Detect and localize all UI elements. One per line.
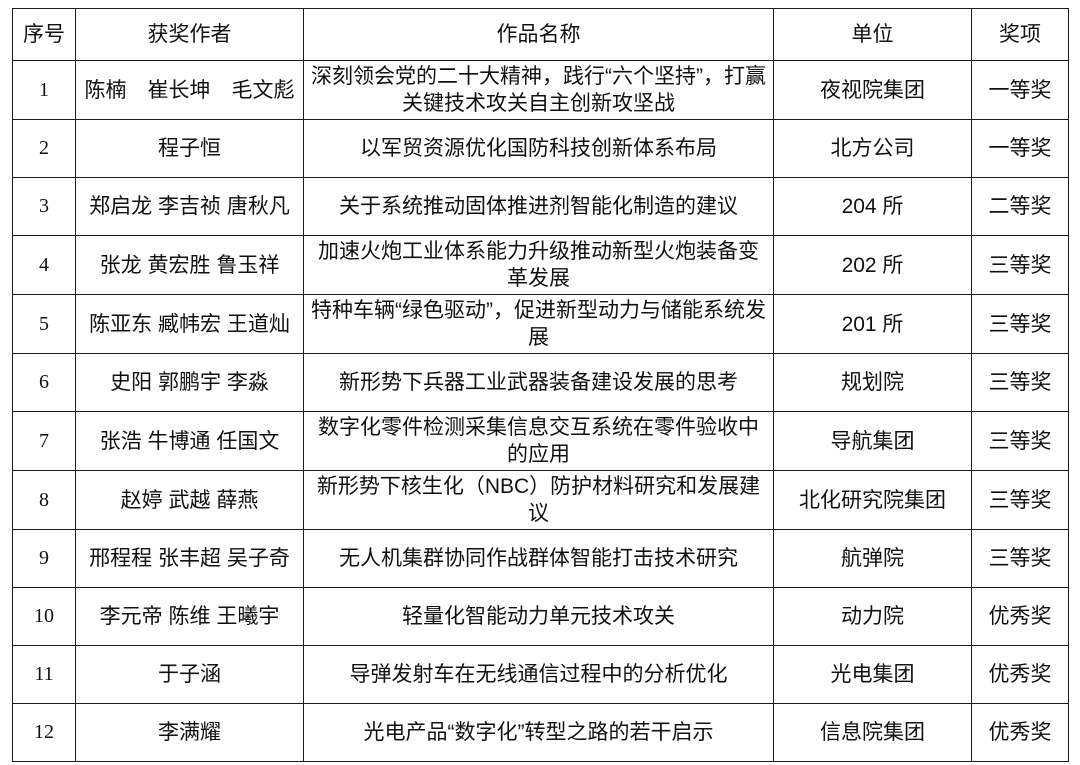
table-row: 1 陈楠 崔长坤 毛文彪 深刻领会党的二十大精神，践行“六个坚持”，打赢关键技术… — [12, 60, 1069, 120]
cell-award: 优秀奖 — [971, 645, 1069, 704]
cell-title: 深刻领会党的二十大精神，践行“六个坚持”，打赢关键技术攻关自主创新攻坚战 — [303, 60, 774, 120]
header-cell-unit: 单位 — [773, 8, 972, 61]
cell-title: 无人机集群协同作战群体智能打击技术研究 — [303, 529, 774, 588]
cell-title: 导弹发射车在无线通信过程中的分析优化 — [303, 645, 774, 704]
cell-title: 加速火炮工业体系能力升级推动新型火炮装备变革发展 — [303, 235, 774, 295]
cell-unit: 夜视院集团 — [773, 60, 972, 120]
cell-index: 12 — [12, 703, 76, 762]
cell-title: 数字化零件检测采集信息交互系统在零件验收中的应用 — [303, 411, 774, 471]
cell-authors: 邢程程 张丰超 吴子奇 — [75, 529, 304, 588]
cell-unit: 动力院 — [773, 587, 972, 646]
cell-title: 特种车辆“绿色驱动”，促进新型动力与储能系统发展 — [303, 294, 774, 354]
cell-authors: 李元帝 陈维 王曦宇 — [75, 587, 304, 646]
table-body: 1 陈楠 崔长坤 毛文彪 深刻领会党的二十大精神，践行“六个坚持”，打赢关键技术… — [12, 60, 1069, 762]
cell-index: 1 — [12, 60, 76, 120]
cell-award: 三等奖 — [971, 353, 1069, 412]
cell-award: 优秀奖 — [971, 703, 1069, 762]
cell-award: 三等奖 — [971, 235, 1069, 295]
cell-title: 新形势下兵器工业武器装备建设发展的思考 — [303, 353, 774, 412]
cell-unit: 北方公司 — [773, 119, 972, 178]
table-row: 2 程子恒 以军贸资源优化国防科技创新体系布局 北方公司 一等奖 — [12, 119, 1069, 178]
cell-award: 三等奖 — [971, 411, 1069, 471]
cell-unit: 202 所 — [773, 235, 972, 295]
cell-index: 3 — [12, 177, 76, 236]
awards-table: 序号 获奖作者 作品名称 单位 奖项 1 陈楠 崔长坤 毛文彪 深刻领会党的二十… — [12, 8, 1069, 762]
table-row: 11 于子涵 导弹发射车在无线通信过程中的分析优化 光电集团 优秀奖 — [12, 645, 1069, 704]
cell-award: 一等奖 — [971, 60, 1069, 120]
cell-award: 三等奖 — [971, 529, 1069, 588]
cell-unit: 航弹院 — [773, 529, 972, 588]
header-cell-authors: 获奖作者 — [75, 8, 304, 61]
cell-index: 9 — [12, 529, 76, 588]
cell-title: 以军贸资源优化国防科技创新体系布局 — [303, 119, 774, 178]
table-row: 7 张浩 牛博通 任国文 数字化零件检测采集信息交互系统在零件验收中的应用 导航… — [12, 411, 1069, 471]
cell-unit: 201 所 — [773, 294, 972, 354]
table-header: 序号 获奖作者 作品名称 单位 奖项 — [12, 8, 1069, 61]
cell-index: 11 — [12, 645, 76, 704]
cell-unit: 光电集团 — [773, 645, 972, 704]
cell-index: 7 — [12, 411, 76, 471]
cell-unit: 204 所 — [773, 177, 972, 236]
cell-unit: 信息院集团 — [773, 703, 972, 762]
cell-authors: 李满耀 — [75, 703, 304, 762]
cell-award: 二等奖 — [971, 177, 1069, 236]
cell-index: 10 — [12, 587, 76, 646]
table-row: 12 李满耀 光电产品“数字化”转型之路的若干启示 信息院集团 优秀奖 — [12, 703, 1069, 762]
cell-index: 6 — [12, 353, 76, 412]
cell-unit: 北化研究院集团 — [773, 470, 972, 530]
table-row: 3 郑启龙 李吉祯 唐秋凡 关于系统推动固体推进剂智能化制造的建议 204 所 … — [12, 177, 1069, 236]
cell-award: 一等奖 — [971, 119, 1069, 178]
cell-award: 三等奖 — [971, 470, 1069, 530]
cell-title: 关于系统推动固体推进剂智能化制造的建议 — [303, 177, 774, 236]
cell-index: 2 — [12, 119, 76, 178]
cell-award: 三等奖 — [971, 294, 1069, 354]
table-row: 9 邢程程 张丰超 吴子奇 无人机集群协同作战群体智能打击技术研究 航弹院 三等… — [12, 529, 1069, 588]
cell-award: 优秀奖 — [971, 587, 1069, 646]
table-row: 4 张龙 黄宏胜 鲁玉祥 加速火炮工业体系能力升级推动新型火炮装备变革发展 20… — [12, 235, 1069, 295]
cell-authors: 张浩 牛博通 任国文 — [75, 411, 304, 471]
cell-authors: 史阳 郭鹏宇 李淼 — [75, 353, 304, 412]
cell-title: 新形势下核生化（NBC）防护材料研究和发展建议 — [303, 470, 774, 530]
cell-title: 轻量化智能动力单元技术攻关 — [303, 587, 774, 646]
cell-index: 5 — [12, 294, 76, 354]
cell-unit: 导航集团 — [773, 411, 972, 471]
cell-authors: 郑启龙 李吉祯 唐秋凡 — [75, 177, 304, 236]
header-cell-title: 作品名称 — [303, 8, 774, 61]
cell-authors: 陈亚东 臧帏宏 王道灿 — [75, 294, 304, 354]
cell-authors: 程子恒 — [75, 119, 304, 178]
cell-authors: 于子涵 — [75, 645, 304, 704]
header-cell-award: 奖项 — [971, 8, 1069, 61]
table-row: 6 史阳 郭鹏宇 李淼 新形势下兵器工业武器装备建设发展的思考 规划院 三等奖 — [12, 353, 1069, 412]
table-row: 8 赵婷 武越 薛燕 新形势下核生化（NBC）防护材料研究和发展建议 北化研究院… — [12, 470, 1069, 530]
header-cell-index: 序号 — [12, 8, 76, 61]
table-row: 10 李元帝 陈维 王曦宇 轻量化智能动力单元技术攻关 动力院 优秀奖 — [12, 587, 1069, 646]
cell-unit: 规划院 — [773, 353, 972, 412]
header-row: 序号 获奖作者 作品名称 单位 奖项 — [12, 8, 1069, 61]
cell-index: 8 — [12, 470, 76, 530]
cell-authors: 赵婷 武越 薛燕 — [75, 470, 304, 530]
cell-title: 光电产品“数字化”转型之路的若干启示 — [303, 703, 774, 762]
cell-authors: 陈楠 崔长坤 毛文彪 — [75, 60, 304, 120]
table-row: 5 陈亚东 臧帏宏 王道灿 特种车辆“绿色驱动”，促进新型动力与储能系统发展 2… — [12, 294, 1069, 354]
cell-authors: 张龙 黄宏胜 鲁玉祥 — [75, 235, 304, 295]
cell-index: 4 — [12, 235, 76, 295]
